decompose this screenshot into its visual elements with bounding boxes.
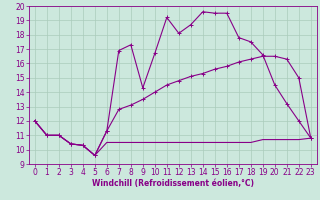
- X-axis label: Windchill (Refroidissement éolien,°C): Windchill (Refroidissement éolien,°C): [92, 179, 254, 188]
